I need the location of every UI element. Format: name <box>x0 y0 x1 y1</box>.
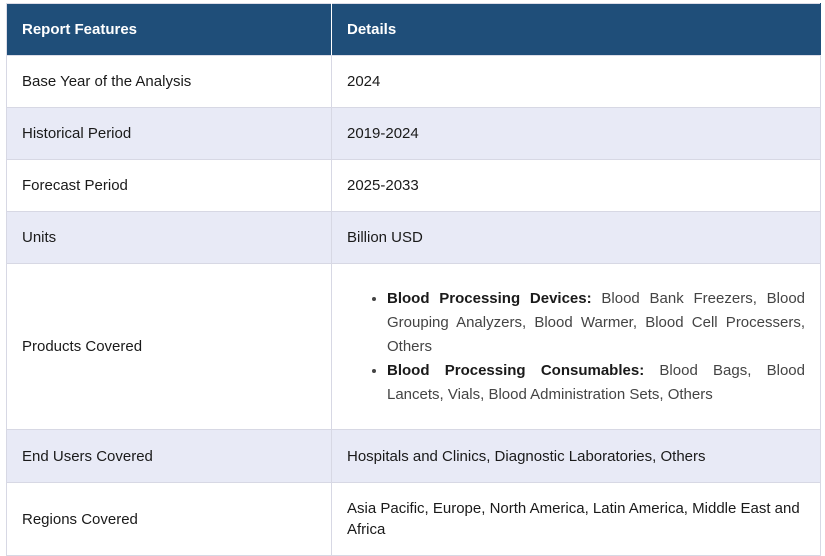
feature-cell: Base Year of the Analysis <box>6 55 332 108</box>
details-cell: Blood Processing Devices: Blood Bank Fre… <box>331 263 821 430</box>
details-cell: 2019-2024 <box>331 107 821 160</box>
feature-cell: End Users Covered <box>6 429 332 483</box>
table-header-row: Report Features Details <box>6 3 821 56</box>
report-features-table: Report Features Details Base Year of the… <box>6 3 821 556</box>
details-cell: Hospitals and Clinics, Diagnostic Labora… <box>331 429 821 483</box>
table-row: Historical Period 2019-2024 <box>6 107 821 160</box>
details-cell: Billion USD <box>331 211 821 264</box>
feature-cell: Units <box>6 211 332 264</box>
list-item-text: Blood Bags, Blood Lancets, Vials, Blood … <box>387 361 805 403</box>
feature-cell: Forecast Period <box>6 159 332 212</box>
details-cell: 2024 <box>331 55 821 108</box>
products-list: Blood Processing Devices: Blood Bank Fre… <box>347 287 805 407</box>
details-cell: Asia Pacific, Europe, North America, Lat… <box>331 482 821 556</box>
list-item-title: Blood Processing Devices: <box>387 289 592 307</box>
header-details: Details <box>331 3 821 56</box>
table-row: Units Billion USD <box>6 211 821 264</box>
table-row: End Users Covered Hospitals and Clinics,… <box>6 429 821 483</box>
list-item-text: Blood Bank Freezers, Blood Grouping Anal… <box>387 289 805 355</box>
list-item: Blood Processing Devices: Blood Bank Fre… <box>387 287 805 359</box>
feature-cell: Products Covered <box>6 263 332 430</box>
list-item: Blood Processing Consumables: Blood Bags… <box>387 359 805 407</box>
table-row: Forecast Period 2025-2033 <box>6 159 821 212</box>
table-row: Base Year of the Analysis 2024 <box>6 55 821 108</box>
table-row: Regions Covered Asia Pacific, Europe, No… <box>6 482 821 556</box>
feature-cell: Regions Covered <box>6 482 332 556</box>
table-row: Products Covered Blood Processing Device… <box>6 263 821 430</box>
details-cell: 2025-2033 <box>331 159 821 212</box>
feature-cell: Historical Period <box>6 107 332 160</box>
list-item-title: Blood Processing Consumables: <box>387 361 645 379</box>
header-report-features: Report Features <box>6 3 332 56</box>
